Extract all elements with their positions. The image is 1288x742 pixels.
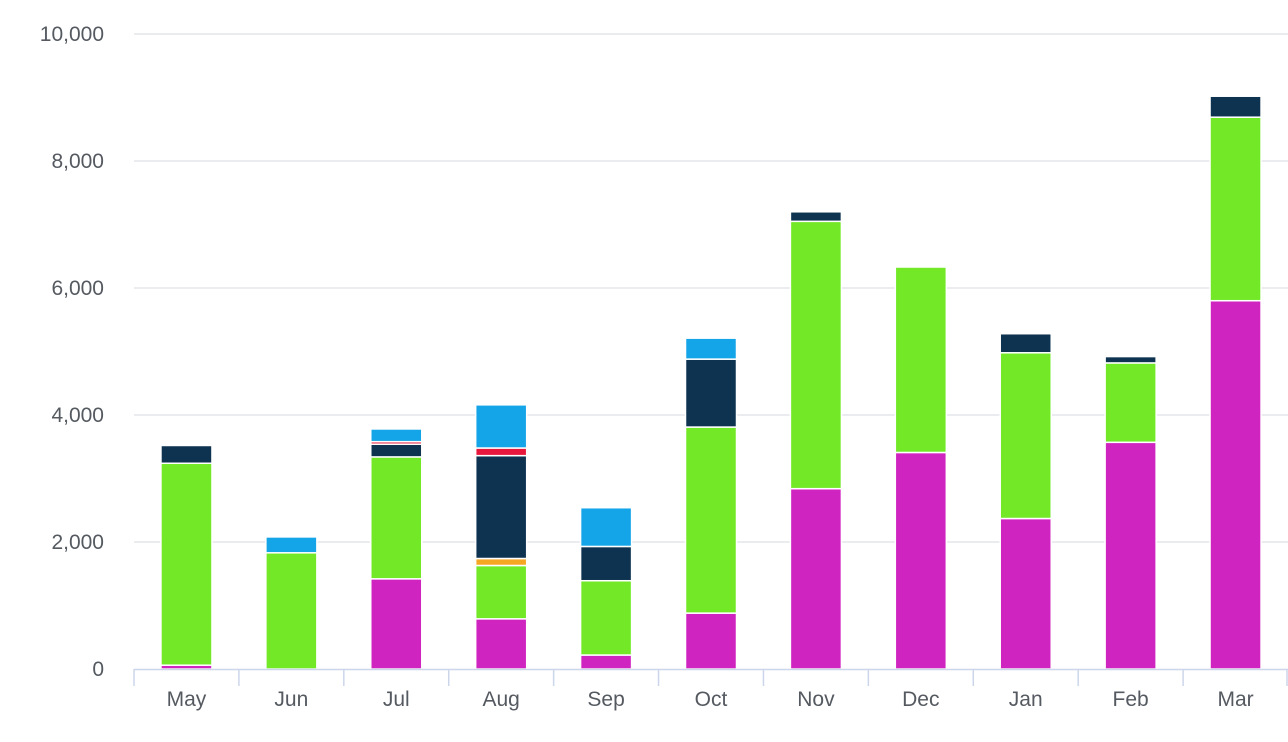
bar-segment [894, 266, 948, 454]
bar-segment [999, 332, 1052, 354]
x-tick-label: Jul [383, 688, 410, 711]
y-tick-label: 2,000 [51, 531, 104, 554]
bar-segment [1104, 355, 1157, 364]
bar-segment [370, 456, 423, 580]
bar-segment [684, 426, 738, 614]
y-tick-label: 6,000 [51, 277, 104, 300]
y-tick-label: 4,000 [51, 404, 104, 427]
x-axis-tick-labels: May Jun Jul Aug Sep Oct Nov Dec Jan Feb Mar [167, 688, 1254, 711]
bar-segment [265, 552, 318, 670]
x-tick-label: Sep [587, 688, 624, 711]
y-tick-label: 10,000 [40, 23, 104, 46]
bar-segment [370, 428, 423, 443]
bar-segment [684, 358, 738, 428]
bar-segment [999, 352, 1052, 520]
x-axis [133, 668, 1288, 686]
bar-segment [579, 654, 633, 670]
y-axis-tick-labels: 0 2,000 4,000 6,000 8,000 10,000 [40, 23, 104, 681]
x-tick-label: Oct [695, 688, 728, 711]
bar-segment [1209, 299, 1262, 670]
bar-segment [474, 557, 528, 567]
x-tick-label: Jan [1009, 688, 1043, 711]
y-tick-label: 8,000 [51, 150, 104, 173]
x-tick-label: Dec [902, 688, 939, 711]
bar-segment [789, 220, 843, 490]
bar-segment [789, 487, 843, 670]
y-tick-label: 0 [92, 658, 104, 681]
x-tick-label: May [167, 688, 207, 711]
bar-segment [579, 579, 633, 656]
bar-segment [579, 545, 633, 582]
bar-segment [1104, 441, 1157, 670]
bar-segment [160, 462, 213, 666]
bar-segment [265, 536, 318, 554]
bar-segment [370, 578, 423, 670]
bar-segment [1209, 116, 1262, 302]
bar-segment [999, 517, 1052, 670]
bar-segment [894, 451, 948, 670]
bar-segment [684, 337, 738, 360]
x-tick-label: Mar [1217, 688, 1253, 711]
bar-segment [684, 612, 738, 670]
bar-segment [789, 211, 843, 223]
x-tick-label: Feb [1113, 688, 1149, 711]
bar-segment [370, 443, 423, 458]
bar-segment [474, 447, 528, 457]
bar-segment [579, 506, 633, 548]
gridlines [134, 33, 1288, 543]
bar-segment [474, 618, 528, 670]
bar-segment [474, 564, 528, 620]
bar-segment [474, 404, 528, 449]
x-tick-label: Nov [797, 688, 835, 711]
x-tick-label: Aug [482, 688, 519, 711]
bar-segment [474, 454, 528, 560]
bar-segment [1104, 362, 1157, 444]
bar-segment [160, 444, 213, 465]
bar-segment [1209, 95, 1262, 118]
x-tick-label: Jun [274, 688, 308, 711]
bars [160, 95, 1262, 670]
